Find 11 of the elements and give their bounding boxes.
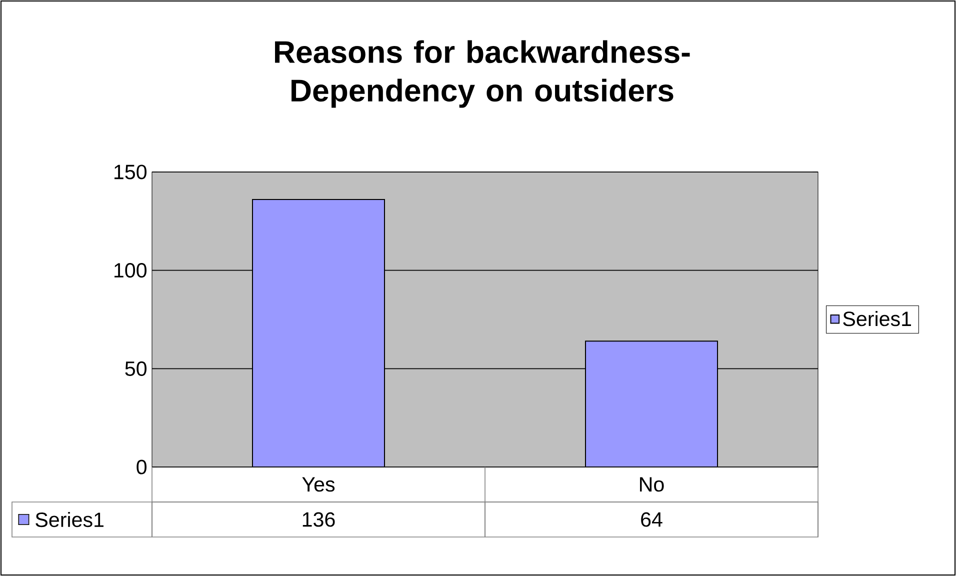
x-tick-label: Yes [302,477,335,492]
y-tick-label: 50 [125,361,146,376]
x-tick-label: No [640,477,664,492]
data-label: 64 [641,512,662,527]
chart-title: Reasons for backwardness-Dependency on outsiders [275,40,690,108]
text: Series1 [36,512,104,528]
legend-label: Series1 [843,311,912,326]
y-tick-label: 100 [114,263,146,278]
data-label: 136 [302,512,335,527]
y-tick-label: 150 [114,164,146,180]
y-tick-label: 0 [136,460,147,474]
